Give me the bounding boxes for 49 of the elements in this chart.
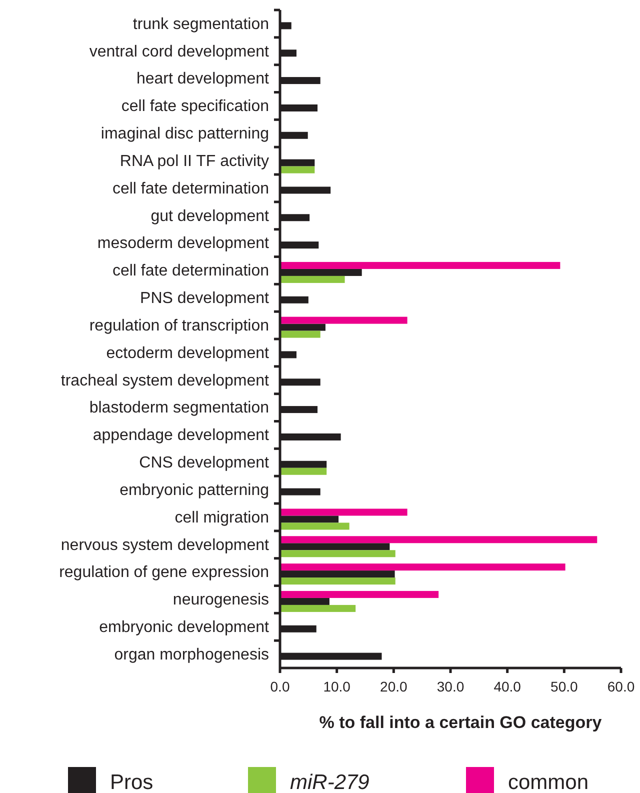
bar	[280, 166, 315, 174]
y-tick-label: PNS development	[140, 290, 270, 307]
x-tick-label: 40.0	[494, 678, 522, 694]
bar	[280, 316, 408, 324]
x-tick-label: 10.0	[323, 678, 351, 694]
y-tick-label: appendage development	[92, 427, 270, 444]
y-tick-label: heart development	[136, 70, 270, 88]
y-tick-label: RNA pol II TF activity	[120, 152, 269, 170]
y-tick-label: imaginal disc patterning	[100, 125, 269, 142]
bar	[280, 468, 327, 475]
legend-label: common	[508, 771, 589, 793]
y-tick-label: embryonic development	[99, 618, 270, 636]
y-tick-label: cell fate determination	[112, 180, 269, 198]
bar	[280, 590, 439, 598]
bar	[280, 564, 566, 571]
bar	[280, 550, 396, 558]
bar	[280, 262, 560, 269]
y-tick-label: ectoderm development	[106, 344, 270, 362]
y-tick-label: neurogenesis	[172, 592, 269, 609]
y-tick-label: cell migration	[174, 509, 269, 526]
bar	[280, 522, 350, 530]
y-tick-label: tracheal system development	[60, 372, 270, 390]
y-tick-label: cell fate determination	[112, 262, 269, 280]
y-tick-label: CNS development	[139, 454, 270, 472]
y-tick-label: blastoderm segmentation	[89, 400, 269, 417]
x-tick-label: 0.0	[270, 678, 290, 694]
y-tick-label: regulation of gene expression	[59, 564, 269, 582]
legend-label: miR-279	[290, 771, 370, 793]
y-tick-label: ventral cord development	[89, 43, 270, 60]
legend-label: Pros	[110, 771, 154, 793]
y-tick-label: cell fate specification	[121, 98, 269, 116]
y-tick-label: trunk segmentation	[132, 16, 269, 33]
x-tick-label: 60.0	[607, 678, 635, 694]
y-tick-label: nervous system development	[60, 536, 270, 554]
y-tick-label: mesoderm development	[97, 235, 270, 252]
y-tick-label: regulation of transcription	[89, 317, 269, 334]
y-tick-label: embryonic patterning	[120, 482, 269, 499]
x-tick-label: 30.0	[436, 678, 464, 694]
x-tick-label: 50.0	[550, 678, 578, 694]
bar	[280, 276, 345, 283]
bar	[280, 578, 396, 585]
y-tick-label: gut development	[150, 208, 270, 225]
x-axis-title: % to fall into a certain GO category	[319, 713, 602, 732]
x-tick-label: 20.0	[380, 678, 408, 694]
bar	[280, 604, 356, 612]
y-tick-label: organ morphogenesis	[114, 646, 269, 664]
bar	[280, 508, 408, 516]
bar	[280, 536, 598, 544]
bar	[280, 330, 320, 338]
